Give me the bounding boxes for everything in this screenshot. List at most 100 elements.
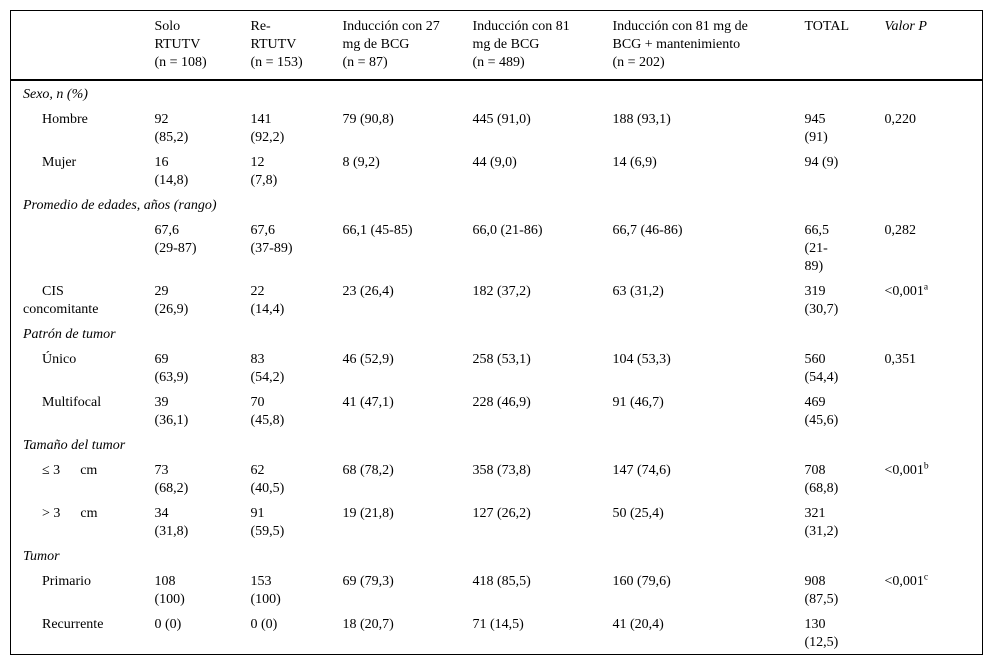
size-value: ≤ 3: [42, 463, 61, 478]
data-cell: 358 (73,8): [472, 463, 531, 478]
col-header-re-rtutv: Re- RTUTV (n = 153): [246, 10, 339, 81]
table-row: ≤ 3 cm 73 (68,2) 62 (40,5) 68 (78,2) 358 (73,…: [11, 457, 983, 500]
col-header-induccion-81mg: Inducción con 81 mg de BCG (n = 489): [468, 10, 609, 81]
data-cell: 908 (87,5): [804, 574, 839, 607]
data-cell: <0,001a: [884, 282, 929, 299]
table-row: Primario 108 (100) 153 (100) 69 (79,3) 418 (…: [11, 568, 983, 611]
data-cell: <0,001c: [884, 572, 929, 589]
col-header-induccion-27mg: Inducción con 27 mg de BCG (n = 87): [338, 10, 469, 81]
data-cell: 69 (63,9): [154, 352, 189, 385]
data-cell: 79 (90,8): [342, 112, 394, 127]
data-cell: 69 (79,3): [342, 574, 394, 589]
data-cell: 228 (46,9): [472, 395, 531, 410]
data-cell: 130 (12,5): [804, 617, 839, 650]
data-cell: 92 (85,2): [154, 112, 189, 145]
patient-characteristics-table: Solo RTUTV (n = 108) Re- RTUTV (n = 153)…: [10, 10, 983, 655]
col-header-total: TOTAL: [800, 10, 881, 81]
data-cell: 62 (40,5): [250, 463, 285, 496]
data-cell: 66,0 (21-86): [472, 223, 543, 238]
table-row: Patrón de tumor: [11, 321, 983, 346]
data-cell: 83 (54,2): [250, 352, 285, 385]
table-row: Multifocal 39 (36,1) 70 (45,8) 41 (47,1) 228…: [11, 389, 983, 432]
data-cell: 66,5 (21- 89): [804, 223, 830, 274]
row-label: [11, 217, 151, 278]
data-cell: 153 (100): [250, 574, 281, 607]
data-cell: 141 (92,2): [250, 112, 285, 145]
row-label: ≤ 3 cm: [11, 457, 151, 500]
data-cell: 708 (68,8): [804, 463, 839, 496]
data-cell: 44 (9,0): [472, 155, 517, 170]
table-body: Sexo, n (%) Hombre 92 (85,2) 141 (92,2) 79 (…: [11, 80, 983, 655]
data-cell: 0 (0): [154, 617, 182, 632]
data-cell: [881, 611, 983, 655]
table-row: Hombre 92 (85,2) 141 (92,2) 79 (90,8) 445 (9…: [11, 106, 983, 149]
table-row: Mujer 16 (14,8) 12 (7,8) 8 (9,2) 44 (9,0) 14 …: [11, 149, 983, 192]
data-cell: 94 (9): [804, 155, 839, 170]
data-cell: 19 (21,8): [342, 506, 394, 521]
row-label: Hombre: [42, 112, 88, 127]
data-cell: 12 (7,8): [250, 155, 278, 188]
data-cell: 0 (0): [250, 617, 278, 632]
data-cell: 445 (91,0): [472, 112, 531, 127]
table-row: Tamaño del tumor: [11, 432, 983, 457]
data-cell: 46 (52,9): [342, 352, 394, 367]
row-label: Multifocal: [42, 395, 102, 410]
pvalue-footnote-marker: c: [923, 572, 929, 583]
table-row: > 3 cm 34 (31,8) 91 (59,5) 19 (21,8) 127 (26,…: [11, 500, 983, 543]
data-cell: 50 (25,4): [612, 506, 664, 521]
data-cell: 0,282: [884, 223, 917, 238]
section-label: Tamaño del tumor: [23, 438, 126, 453]
data-cell: 108 (100): [154, 574, 185, 607]
data-cell: [881, 389, 983, 432]
data-cell: 560 (54,4): [804, 352, 839, 385]
section-label: Patrón de tumor: [23, 327, 116, 342]
data-cell: <0,001b: [884, 461, 929, 478]
data-cell: 188 (93,1): [612, 112, 671, 127]
table-row: Tumor: [11, 543, 983, 568]
data-cell: [881, 149, 983, 192]
data-cell: 23 (26,4): [342, 284, 394, 299]
pvalue-footnote-marker: a: [923, 282, 929, 293]
row-label: > 3 cm: [11, 500, 151, 543]
data-cell: 34 (31,8): [154, 506, 189, 539]
row-label: Mujer: [42, 155, 77, 170]
row-label: Primario: [42, 574, 91, 589]
data-cell: 66,1 (45-85): [342, 223, 413, 238]
data-cell: 418 (85,5): [472, 574, 531, 589]
data-cell: 469 (45,6): [804, 395, 839, 428]
data-cell: 41 (47,1): [342, 395, 394, 410]
col-header-solo-rtutv: Solo RTUTV (n = 108): [150, 10, 247, 81]
data-cell: 71 (14,5): [472, 617, 524, 632]
data-cell: 182 (37,2): [472, 284, 531, 299]
data-cell: 68 (78,2): [342, 463, 394, 478]
data-cell: 22 (14,4): [250, 284, 285, 317]
data-cell: 321 (31,2): [804, 506, 839, 539]
table-row: Sexo, n (%): [11, 80, 983, 106]
section-label: Promedio de edades, años (rango): [23, 198, 217, 213]
data-cell: 104 (53,3): [612, 352, 671, 367]
pvalue-footnote-marker: b: [923, 461, 929, 472]
data-cell: 41 (20,4): [612, 617, 664, 632]
data-cell: 147 (74,6): [612, 463, 671, 478]
col-header-valor-p: Valor P: [880, 10, 983, 81]
data-cell: 127 (26,2): [472, 506, 531, 521]
row-label: Recurrente: [42, 617, 104, 632]
data-cell: 66,7 (46-86): [612, 223, 683, 238]
table-row: Promedio de edades, años (rango): [11, 192, 983, 217]
data-cell: 18 (20,7): [342, 617, 394, 632]
col-header-induccion-81mg-mantenimiento: Inducción con 81 mg de BCG + mantenimien…: [608, 10, 801, 81]
data-cell: 16 (14,8): [154, 155, 189, 188]
size-value: > 3: [42, 506, 61, 521]
data-cell: 945 (91): [804, 112, 828, 145]
table-row: 67,6 (29-87) 67,6 (37-89) 66,1 (45-85) 66,0…: [11, 217, 983, 278]
data-cell: 67,6 (37-89): [250, 223, 293, 256]
header-row: Solo RTUTV (n = 108) Re- RTUTV (n = 153)…: [10, 10, 983, 81]
data-cell: 14 (6,9): [612, 155, 657, 170]
data-cell: 160 (79,6): [612, 574, 671, 589]
section-label: Sexo, n (%): [23, 87, 88, 102]
data-cell: 67,6 (29-87): [154, 223, 197, 256]
table-row: CIS concomitante 29 (26,9) 22 (14,4) 23 (26…: [11, 278, 983, 321]
row-label: Único: [42, 352, 77, 367]
data-cell: 319 (30,7): [804, 284, 839, 317]
